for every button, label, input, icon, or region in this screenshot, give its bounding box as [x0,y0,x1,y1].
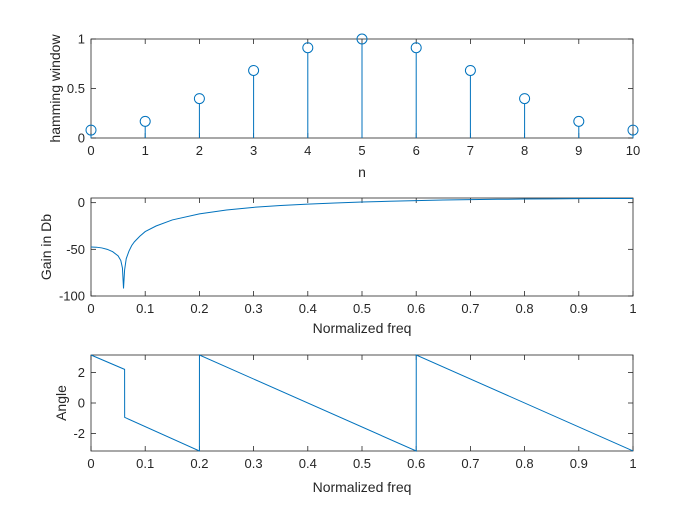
stem-marker [519,93,531,105]
series-line [90,354,634,452]
x-tick-label: 1 [629,456,636,471]
x-tick-labels: 0 0.1 0.2 0.3 0.4 0.5 0.6 0.7 0.8 0.9 1 [87,456,636,471]
x-tick-label: 0.8 [516,301,534,316]
y-tick-labels: 00.51 [67,32,85,146]
x-tick-label: 6 [413,143,420,158]
stem-marker [139,115,151,127]
y-tick-label: -50 [66,242,85,257]
stem-marker [193,93,205,105]
x-tick-label: 0 [87,456,94,471]
y-tick-label: -2 [73,426,85,441]
x-tick-label: 0.9 [570,456,588,471]
subplot-hamming-window: 0 1 2 3 4 5 6 7 8 9 10 00.51 n hamming window [47,32,640,181]
x-tick-label: 0.1 [136,301,154,316]
x-tick-label: 2 [196,143,203,158]
stem-marker [573,115,585,127]
plot-area [90,354,634,452]
x-tick-label: 0.4 [299,456,317,471]
x-tick-label: 8 [521,143,528,158]
stem-marker [248,64,260,76]
x-tick-label: 9 [575,143,582,158]
x-tick-label: 0.2 [190,301,208,316]
y-axis-label: Angle [53,385,69,421]
x-tick-labels: 0 0.1 0.2 0.3 0.4 0.5 0.6 0.7 0.8 0.9 1 [87,301,636,316]
subplot-angle: 0 0.1 0.2 0.3 0.4 0.5 0.6 0.7 0.8 0.9 1 -202 Norma… [53,354,637,495]
x-tick-label: 5 [358,143,365,158]
x-tick-label: 4 [304,143,311,158]
series-line [90,197,634,289]
x-tick-label: 0.8 [516,456,534,471]
x-tick-label: 0.5 [353,456,371,471]
x-tick-label: 0.6 [407,301,425,316]
x-tick-label: 0.9 [570,301,588,316]
x-tick-labels: 0 1 2 3 4 5 6 7 8 9 10 [87,143,640,158]
x-tick-label: 10 [626,143,640,158]
plot-area [90,197,634,297]
subplot-gain: 0 0.1 0.2 0.3 0.4 0.5 0.6 0.7 0.8 0.9 1 -100 -50 0 N… [38,195,637,336]
y-tick-label: 2 [78,365,85,380]
x-axis-label: n [358,164,366,180]
y-tick-label: 0 [78,195,85,210]
y-tick-label: 0 [78,396,85,411]
stem-marker [85,124,97,136]
x-tick-label: 0.3 [245,456,263,471]
data-marks [90,197,634,289]
stem-marker [627,124,639,136]
x-tick-label: 0.5 [353,301,371,316]
y-tick-label: 1 [78,32,85,47]
x-tick-label: 0.7 [461,301,479,316]
data-marks [90,354,634,452]
stem-marker [464,64,476,76]
y-tick-label: 0 [78,131,85,146]
stem-marker [302,42,314,54]
tick-marks [90,198,634,297]
y-tick-label: 0.5 [67,81,85,96]
x-tick-label: 3 [250,143,257,158]
stem-marker [356,33,368,45]
x-tick-label: 0.3 [245,301,263,316]
y-tick-label: -100 [59,289,85,304]
y-tick-labels: -2 0 2 [73,365,85,441]
x-tick-label: 0.2 [190,456,208,471]
x-tick-label: 0 [87,143,94,158]
x-axis-label: Normalized freq [313,320,412,336]
x-tick-label: 7 [467,143,474,158]
x-axis-label: Normalized freq [313,479,412,495]
x-tick-label: 0.4 [299,301,317,316]
y-tick-labels: -100 -50 0 [59,195,85,303]
y-axis-label: Gain in Db [38,214,54,280]
x-tick-label: 0.1 [136,456,154,471]
x-tick-label: 0.7 [461,456,479,471]
x-tick-label: 0 [87,301,94,316]
data-marks [85,33,639,138]
y-axis-label: hamming window [47,34,63,143]
x-tick-label: 1 [629,301,636,316]
x-tick-label: 1 [142,143,149,158]
x-tick-label: 0.6 [407,456,425,471]
stem-marker [410,42,422,54]
